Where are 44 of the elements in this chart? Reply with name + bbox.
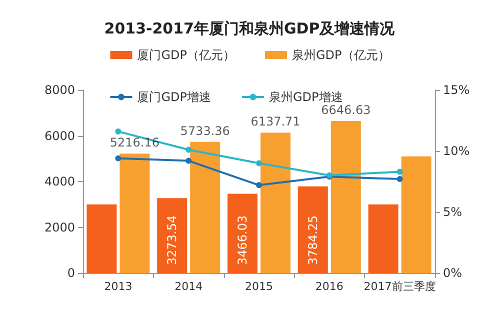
y2-tick-label: 0% <box>443 266 462 280</box>
point <box>186 158 192 164</box>
data-label: 3466.03 <box>236 215 250 265</box>
point <box>115 155 122 162</box>
y2-tick-label: 15% <box>443 83 470 97</box>
point <box>396 168 403 175</box>
y-tick-label: 0 <box>67 266 75 280</box>
data-label: 5216.16 <box>110 136 160 150</box>
point <box>186 146 192 153</box>
y-tick-label: 4000 <box>44 174 75 188</box>
legend-label: 厦门GDP增速 <box>137 90 212 104</box>
point <box>256 182 262 188</box>
point <box>256 160 262 166</box>
bar <box>298 186 328 273</box>
bar <box>86 204 117 273</box>
data-label: 5733.36 <box>180 124 230 138</box>
legend-label: 厦门GDP（亿元） <box>137 48 236 62</box>
bar <box>190 142 220 273</box>
x-tick-label: 2016 <box>315 280 344 293</box>
y-tick-label: 8000 <box>44 83 75 97</box>
data-label: 6137.71 <box>250 114 300 129</box>
chart-title: 2013-2017年厦门和泉州GDP及增速情况 <box>104 20 396 38</box>
y2-tick-label: 10% <box>443 144 470 158</box>
y2-tick-label: 5% <box>443 205 462 219</box>
x-tick-label: 2015 <box>245 280 273 293</box>
bar <box>260 132 290 273</box>
bar <box>401 156 432 273</box>
x-tick-label: 2017前三季度 <box>364 280 436 293</box>
data-label: 3273.54 <box>165 215 180 265</box>
bar <box>368 204 398 273</box>
x-tick-label: 2014 <box>174 280 203 293</box>
y-tick-label: 2000 <box>44 220 75 234</box>
x-tick-label: 2013 <box>104 280 132 293</box>
y-tick-label: 6000 <box>44 128 75 143</box>
bar <box>120 154 150 273</box>
point <box>396 176 403 182</box>
data-label: 3784.25 <box>306 215 320 265</box>
bar <box>228 194 258 273</box>
point <box>115 128 122 134</box>
legend-label: 泉州GDP增速 <box>269 90 343 104</box>
bar <box>157 198 188 273</box>
bar <box>330 120 361 273</box>
data-label: 6646.63 <box>321 102 371 117</box>
legend-label: 泉州GDP（亿元） <box>292 48 390 62</box>
